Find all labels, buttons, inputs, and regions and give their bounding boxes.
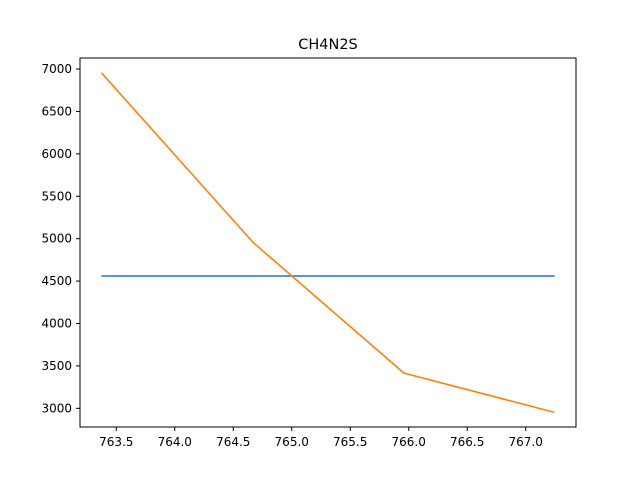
y-tick-label: 4000 xyxy=(41,317,72,331)
chart-title: CH4N2S xyxy=(298,37,358,53)
x-tick-label: 766.0 xyxy=(392,435,426,449)
y-tick-label: 3500 xyxy=(41,359,72,373)
series-line-2 xyxy=(101,72,555,414)
y-tick-label: 5000 xyxy=(41,232,72,246)
y-tick-label: 3000 xyxy=(41,401,72,415)
x-tick-label: 765.0 xyxy=(275,435,309,449)
y-tick-label: 6000 xyxy=(41,147,72,161)
x-tick-label: 763.5 xyxy=(99,435,133,449)
y-tick-label: 7000 xyxy=(41,62,72,76)
y-tick-label: 6500 xyxy=(41,104,72,118)
x-axis: 763.5 764.0 764.5 765.0 765.5 766.0 766.5 767.0 xyxy=(99,427,543,449)
x-tick-label: 764.5 xyxy=(216,435,250,449)
y-tick-label: 5500 xyxy=(41,189,72,203)
y-axis: 3000 3500 4000 4500 5000 5500 6000 6500 7000 xyxy=(41,62,80,415)
y-tick-label: 4500 xyxy=(41,274,72,288)
plot-frame xyxy=(79,57,577,428)
x-tick-label: 765.5 xyxy=(333,435,367,449)
x-tick-label: 767.0 xyxy=(509,435,543,449)
x-tick-label: 766.5 xyxy=(450,435,484,449)
x-tick-label: 764.0 xyxy=(158,435,192,449)
series-layer xyxy=(101,72,555,414)
